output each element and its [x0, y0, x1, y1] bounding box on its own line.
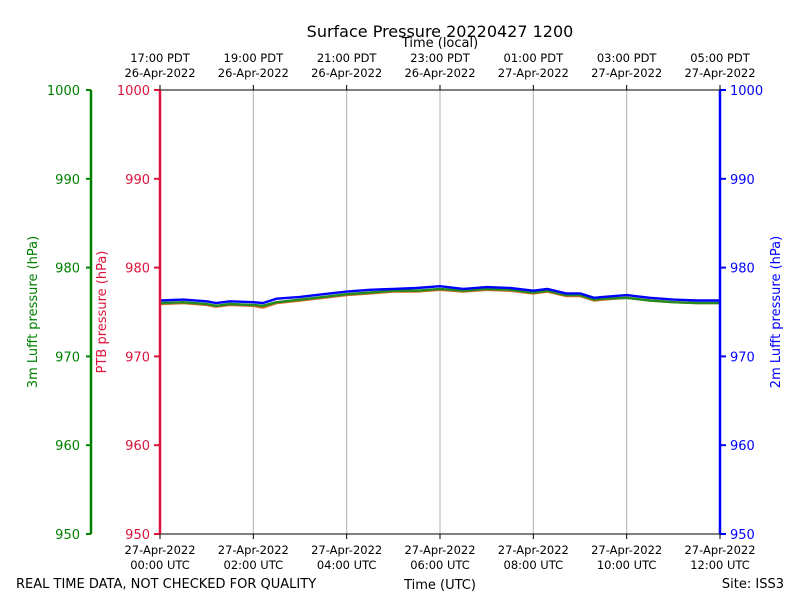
bottom-tick-time: 00:00 UTC [130, 558, 190, 572]
top-tick-date: 26-Apr-2022 [218, 66, 289, 80]
lufft3m-tick-label: 990 [55, 173, 80, 188]
ptb-tick-label: 950 [125, 528, 150, 543]
bottom-tick-date: 27-Apr-2022 [684, 543, 755, 557]
bottom-tick-date: 27-Apr-2022 [404, 543, 475, 557]
lufft3m-tick-label: 960 [55, 439, 80, 454]
site-label: Site: ISS3 [722, 577, 784, 592]
bottom-tick-time: 08:00 UTC [504, 558, 564, 572]
top-tick-time: 17:00 PDT [130, 51, 191, 65]
lufft3m-tick-label: 950 [55, 528, 80, 543]
top-tick-time: 19:00 PDT [224, 51, 285, 65]
lufft3m-tick-label: 980 [55, 262, 80, 277]
lufft2m-tick-label: 990 [730, 173, 755, 188]
bottom-tick-date: 27-Apr-2022 [591, 543, 662, 557]
lufft2m-tick-label: 970 [730, 350, 755, 365]
top-tick-time: 03:00 PDT [597, 51, 658, 65]
ptb-axis-label: PTB pressure (hPa) [95, 251, 110, 374]
ptb-tick-label: 970 [125, 350, 150, 365]
top-tick-date: 27-Apr-2022 [684, 66, 755, 80]
lufft2m-axis-label: 2m Lufft pressure (hPa) [769, 236, 784, 388]
lufft3m-series-line [159, 287, 720, 307]
bottom-tick-date: 27-Apr-2022 [498, 543, 569, 557]
top-tick-time: 21:00 PDT [317, 51, 378, 65]
lufft2m-series-line [159, 285, 720, 305]
ptb-tick-label: 960 [125, 439, 150, 454]
top-axis-label: Time (local) [401, 36, 478, 51]
top-tick-time: 23:00 PDT [410, 51, 471, 65]
lufft3m-axis-label: 3m Lufft pressure (hPa) [26, 236, 41, 388]
bottom-tick-time: 02:00 UTC [224, 558, 284, 572]
y-axis-ticks: 950 950 950 960 960 960 970 970 970 980 980 980 990 9… [47, 84, 763, 543]
bottom-tick-date: 27-Apr-2022 [124, 543, 195, 557]
lufft3m-tick-label: 1000 [47, 84, 80, 99]
bottom-tick-date: 27-Apr-2022 [218, 543, 289, 557]
series-group [159, 285, 720, 309]
bottom-tick-time: 10:00 UTC [597, 558, 657, 572]
top-tick-date: 26-Apr-2022 [311, 66, 382, 80]
grid-lines [252, 90, 628, 534]
lufft2m-tick-label: 980 [730, 262, 755, 277]
quality-disclaimer: REAL TIME DATA, NOT CHECKED FOR QUALITY [16, 577, 316, 592]
bottom-tick-time: 04:00 UTC [317, 558, 377, 572]
chart-title: Surface Pressure 20220427 1200 [307, 22, 574, 41]
top-tick-date: 27-Apr-2022 [591, 66, 662, 80]
top-tick-time: 05:00 PDT [690, 51, 751, 65]
bottom-tick-date: 27-Apr-2022 [311, 543, 382, 557]
lufft3m-tick-label: 970 [55, 350, 80, 365]
top-tick-date: 26-Apr-2022 [124, 66, 195, 80]
bottom-tick-time: 06:00 UTC [410, 558, 470, 572]
top-tick-date: 27-Apr-2022 [498, 66, 569, 80]
lufft2m-tick-label: 960 [730, 439, 755, 454]
lufft2m-tick-label: 1000 [730, 84, 763, 99]
lufft2m-tick-label: 950 [730, 528, 755, 543]
top-tick-date: 26-Apr-2022 [404, 66, 475, 80]
bottom-axis-label: Time (UTC) [403, 578, 476, 593]
top-tick-time: 01:00 PDT [504, 51, 565, 65]
ptb-tick-label: 990 [125, 173, 150, 188]
bottom-tick-time: 12:00 UTC [690, 558, 750, 572]
ptb-tick-label: 1000 [117, 84, 150, 99]
ptb-tick-label: 980 [125, 262, 150, 277]
